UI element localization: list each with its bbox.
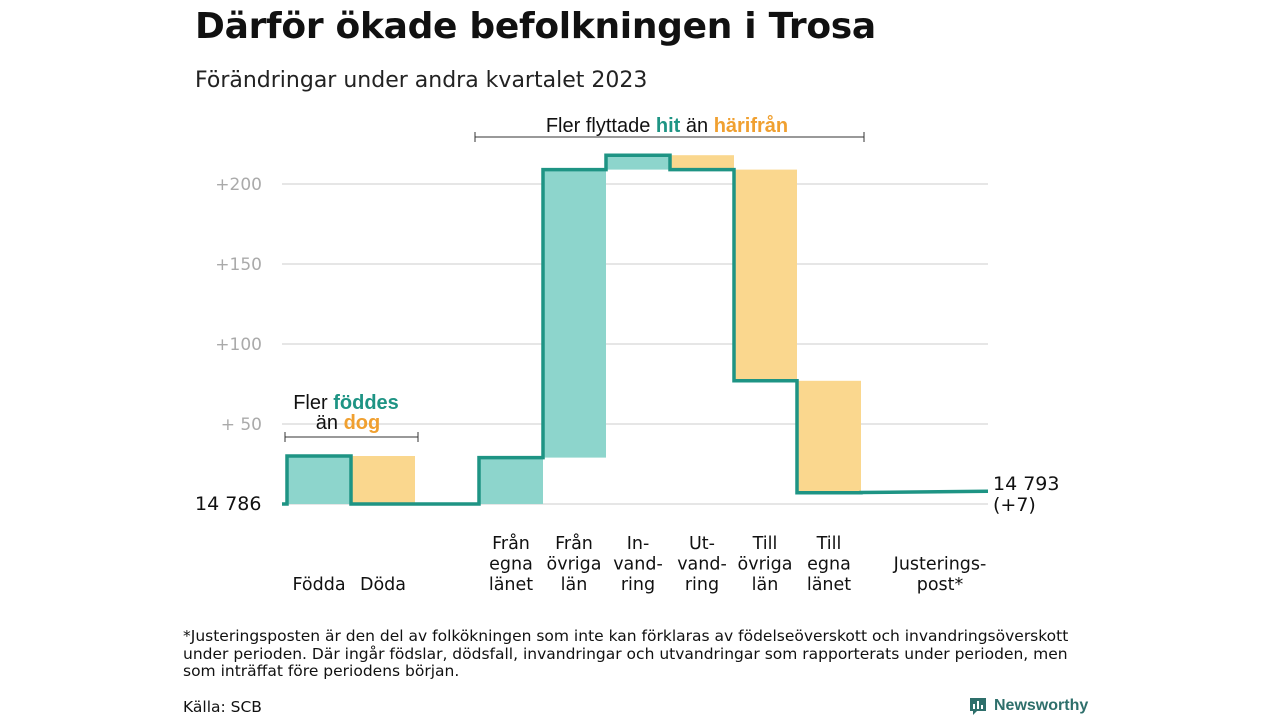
annotation-word: Fler — [293, 392, 333, 414]
category-label: vand- — [677, 555, 727, 575]
annotation-word: härifrån — [714, 114, 788, 137]
category-label: Till — [752, 534, 778, 554]
annotation-word: än — [316, 412, 344, 434]
annotation-word: föddes — [333, 392, 399, 414]
waterfall-chart: +200 +150 +100 + 50 14 786 14 793(+7) Födda Död… — [195, 114, 1059, 595]
y-tick-label: + 50 — [221, 415, 262, 435]
chart-subtitle: Förändringar under andra kvartalet 2023 — [195, 68, 648, 93]
category-label: post* — [917, 575, 964, 595]
waterfall-bar — [606, 155, 670, 170]
category-label: Från — [492, 533, 530, 554]
category-label: län — [752, 575, 779, 595]
newsworthy-logo: Newsworthy — [968, 696, 1088, 716]
category-label: länet — [489, 575, 533, 595]
category-label: länet — [807, 575, 851, 595]
category-label: övriga — [547, 555, 602, 575]
annotation-word: hit — [656, 115, 681, 137]
brand-name: Newsworthy — [994, 697, 1089, 714]
end-value-label: 14 793 — [993, 473, 1059, 495]
start-value-label: 14 786 — [195, 493, 261, 515]
category-label: ring — [621, 575, 655, 595]
newsworthy-icon — [970, 698, 986, 715]
category-label: egna — [807, 555, 851, 575]
end-change-label: (+7) — [993, 494, 1036, 516]
y-tick-label: +150 — [215, 255, 262, 275]
category-label: Ut- — [689, 534, 715, 554]
y-tick-label: +100 — [215, 335, 262, 355]
category-label: Döda — [360, 575, 406, 595]
waterfall-bar — [797, 380, 861, 493]
waterfall-bar — [351, 456, 415, 504]
category-label: ring — [685, 575, 719, 595]
category-label: Till — [816, 534, 842, 554]
cumulative-step-line — [282, 153, 989, 506]
annotation-word: än — [680, 115, 713, 137]
source-label: Källa: SCB — [183, 698, 262, 716]
waterfall-bar — [670, 155, 734, 170]
category-label: In- — [627, 534, 650, 554]
category-label: Från — [555, 533, 593, 554]
chart-title: Därför ökade befolkningen i Trosa — [195, 6, 876, 47]
y-tick-label: +200 — [215, 175, 262, 195]
category-label: län — [561, 575, 588, 595]
category-label: Justerings- — [893, 555, 987, 575]
annotation-births-line1: Fler föddes — [293, 392, 399, 414]
waterfall-bar — [734, 169, 797, 381]
category-label: egna — [489, 555, 533, 575]
waterfall-bar — [479, 457, 543, 504]
annotation-migration: Fler flyttade hit än härifrån — [546, 114, 788, 137]
waterfall-bar — [287, 456, 351, 504]
category-label: övriga — [738, 555, 793, 575]
footnote: *Justeringsposten är den del av folkökni… — [183, 627, 1069, 680]
category-label: Födda — [292, 575, 345, 595]
waterfall-bar — [543, 169, 606, 458]
annotation-word: dog — [344, 412, 381, 434]
category-label: vand- — [613, 555, 663, 575]
annotation-word: Fler flyttade — [546, 115, 656, 137]
annotation-births-line2: än dog — [316, 412, 380, 434]
